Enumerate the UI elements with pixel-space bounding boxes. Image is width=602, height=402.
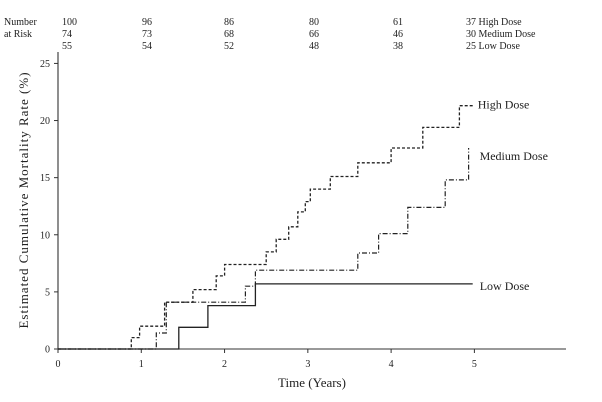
y-tick-label: 15: [40, 173, 50, 184]
risk-high-0: 100: [62, 17, 77, 28]
y-tick-label: 0: [45, 345, 50, 356]
risk-high-2: 86: [224, 17, 234, 28]
risk-high-3: 80: [309, 17, 319, 28]
x-tick-label: 2: [222, 359, 227, 370]
risk-low-2: 52: [224, 41, 234, 52]
risk-high-1: 96: [142, 17, 152, 28]
risk-medium-2: 68: [224, 29, 234, 40]
x-tick-label: 1: [139, 359, 144, 370]
y-axis-title: Estimated Cumulative Mortality Rate (%): [16, 71, 31, 328]
risk-medium-3: 66: [309, 29, 319, 40]
risk-low-5: 25 Low Dose: [466, 41, 520, 52]
y-tick-label: 5: [45, 287, 50, 298]
risk-medium-4: 46: [393, 29, 403, 40]
risk-medium-0: 74: [62, 29, 72, 40]
tick-layer: 0 1 2 3 4 5 0 5 10 15 20 25: [40, 59, 477, 370]
risk-low-4: 38: [393, 41, 403, 52]
x-axis-title: Time (Years): [278, 375, 346, 390]
risk-table: Number at Risk 100 96 86 80 61 37 High D…: [4, 17, 536, 52]
series-line-medium-dose: [58, 148, 470, 350]
series-line-high-dose: [58, 105, 473, 350]
series-label-high-dose: High Dose: [478, 98, 530, 112]
y-tick-label: 10: [40, 230, 50, 241]
risk-high-5: 37 High Dose: [466, 17, 522, 28]
series-line-low-dose: [58, 283, 473, 350]
x-tick-label: 4: [389, 359, 394, 370]
risk-medium-1: 73: [142, 29, 152, 40]
risk-low-3: 48: [309, 41, 319, 52]
series-layer: [58, 105, 473, 350]
risk-medium-5: 30 Medium Dose: [466, 29, 536, 40]
series-label-low-dose: Low Dose: [480, 279, 530, 293]
risk-low-0: 55: [62, 41, 72, 52]
y-tick-label: 20: [40, 116, 50, 127]
risk-high-4: 61: [393, 17, 403, 28]
x-tick-label: 5: [472, 359, 477, 370]
risk-low-1: 54: [142, 41, 152, 52]
risk-header-line2: at Risk: [4, 29, 32, 40]
y-tick-label: 25: [40, 59, 50, 70]
series-label-medium-dose: Medium Dose: [480, 149, 548, 163]
risk-header-line1: Number: [4, 17, 37, 28]
x-tick-label: 0: [56, 359, 61, 370]
series-label-layer: High Dose Medium Dose Low Dose: [478, 98, 548, 293]
x-tick-label: 3: [305, 359, 310, 370]
